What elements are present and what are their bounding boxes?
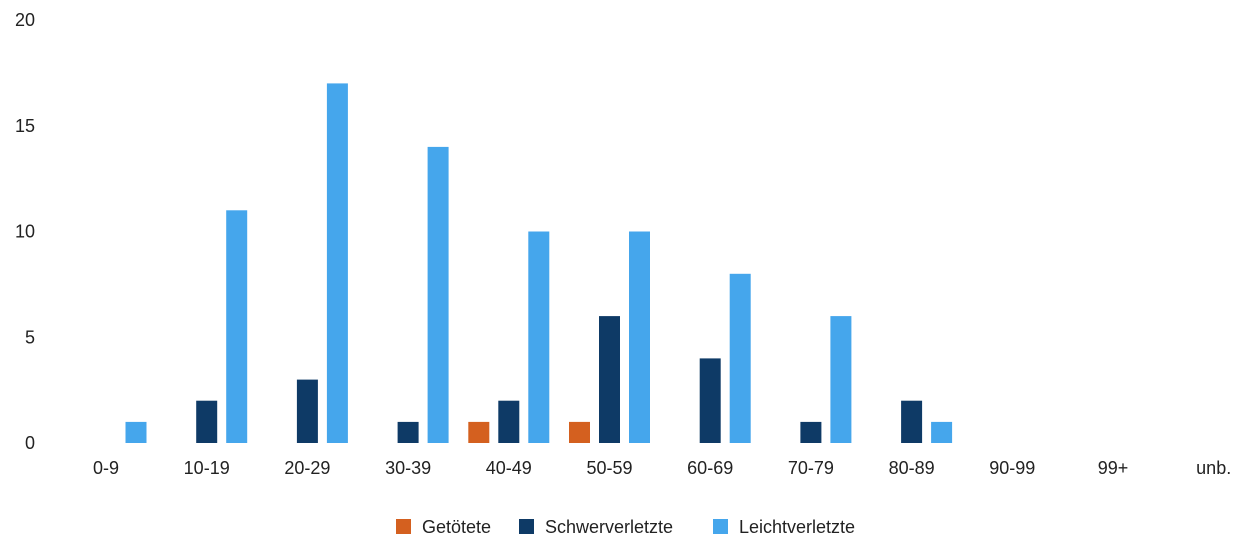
x-tick-label: 50-59 [586,458,632,478]
x-tick-label: 0-9 [93,458,119,478]
bar-leichtverletzte-30-39 [427,146,449,443]
x-tick-label: 90-99 [989,458,1035,478]
legend-swatch-schwerverletzte [519,519,534,534]
bar-leichtverletzte-60-69 [729,273,751,443]
y-tick-label: 15 [15,116,35,136]
bar-leichtverletzte-20-29 [326,83,348,444]
x-tick-label: 10-19 [184,458,230,478]
bar-leichtverletzte-50-59 [629,231,650,443]
legend-label: Schwerverletzte [545,517,673,537]
bar-schwerverletzte-20-29 [296,379,318,443]
bar-schwerverletzte-40-49 [498,400,520,443]
legend-swatch-getötete [396,519,411,534]
y-tick-label: 10 [15,222,35,242]
bar-schwerverletzte-80-89 [901,400,923,443]
bar-getötete-50-59 [569,421,590,443]
x-tick-label: 40-49 [486,458,532,478]
x-axis-ticks: 0-9 10-19 20-29 30-39 40-49 50-59 60-69 70-79 80… [93,458,1231,478]
legend-swatch-leichtverletzte [713,519,728,534]
bar-schwerverletzte-60-69 [699,358,721,443]
x-tick-label: 60-69 [687,458,733,478]
bar-leichtverletzte-0-9 [125,421,147,443]
bars [125,83,953,444]
x-tick-label: 30-39 [385,458,431,478]
bar-schwerverletzte-10-19 [196,400,218,443]
y-tick-label: 20 [15,10,35,30]
legend: Getötete Schwerverletzte Leichtverletzte [396,517,855,537]
y-tick-label: 0 [25,433,35,453]
x-tick-label: 70-79 [788,458,834,478]
bar-leichtverletzte-70-79 [830,316,852,443]
x-tick-label: 80-89 [889,458,935,478]
bar-schwerverletzte-50-59 [599,316,620,443]
legend-label: Getötete [422,517,491,537]
bar-getötete-40-49 [468,421,490,443]
x-tick-label: 20-29 [284,458,330,478]
y-tick-label: 5 [25,327,35,347]
x-tick-label: 99+ [1098,458,1129,478]
x-tick-label: unb. [1196,458,1231,478]
bar-schwerverletzte-70-79 [800,421,822,443]
bar-leichtverletzte-10-19 [226,210,248,443]
bar-leichtverletzte-40-49 [528,231,550,443]
y-axis-ticks: 0 5 10 15 20 [15,10,35,453]
bar-leichtverletzte-80-89 [931,421,953,443]
legend-label: Leichtverletzte [739,517,855,537]
bar-schwerverletzte-30-39 [397,421,419,443]
